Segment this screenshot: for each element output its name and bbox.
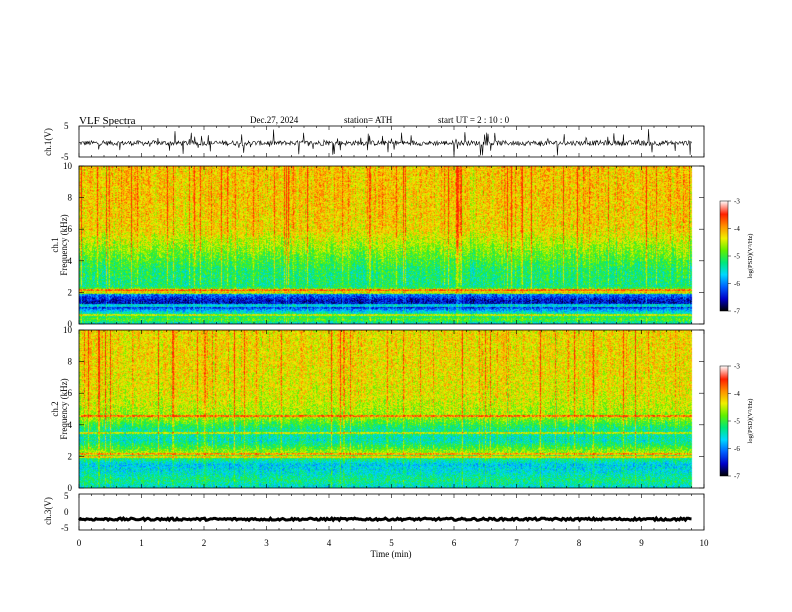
ch1-ytick-bottom: -5 [61, 152, 69, 162]
freq-tick-label: 6 [68, 388, 73, 398]
x-tick-label: 10 [700, 538, 710, 548]
colorbar-tick-label: -4 [734, 225, 740, 233]
ch2-freq-label-axis: Frequency (kHz) [59, 378, 69, 439]
colorbar-ch2: -3 -4 -5 -6 -7 log(PSD)(V²/Hz) [719, 363, 754, 481]
colorbar-tick-label: -3 [734, 363, 740, 371]
ch1-ylabel: ch.1(V) [43, 128, 53, 156]
freq-tick-label: 0 [68, 483, 73, 493]
colorbar-tick-label: -5 [734, 418, 740, 426]
x-tick-label: 6 [452, 538, 457, 548]
colorbar-tick-label: -5 [734, 253, 740, 261]
freq-tick-label: 0 [68, 319, 73, 329]
colorbar-tick-label: -7 [734, 473, 740, 481]
x-axis-tick-labels: 0 1 2 3 4 5 6 7 8 9 10 [77, 538, 709, 548]
ch2-freq-label-channel: ch.2 [50, 401, 60, 416]
colorbar-tick-label: -6 [734, 280, 740, 288]
colorbar-tick-label: -4 [734, 390, 740, 398]
ch3-ytick-mid: 0 [64, 507, 69, 517]
ch1-spectrogram-image [79, 166, 704, 324]
x-tick-label: 5 [389, 538, 394, 548]
chart-title: VLF Spectra [79, 115, 136, 127]
x-tick-label: 4 [327, 538, 332, 548]
freq-tick-label: 2 [68, 287, 73, 297]
x-tick-label: 7 [514, 538, 519, 548]
ch1-spectrogram-panel: 0 2 4 6 8 10 ch.1 Frequency (kHz) [50, 161, 705, 329]
ch1-waveform-line [78, 129, 692, 156]
date-label: Dec.27, 2024 [250, 115, 299, 125]
freq-tick-label: 8 [68, 357, 73, 367]
ch1-ytick-top: 5 [64, 121, 69, 131]
x-tick-label: 9 [639, 538, 644, 548]
freq-tick-label: 4 [68, 420, 73, 430]
ch3-waveform-line [77, 515, 692, 523]
x-tick-label: 8 [577, 538, 582, 548]
freq-tick-label: 6 [68, 224, 73, 234]
colorbar-ch1: -3 -4 -5 -6 -7 log(PSD)(V²/Hz) [719, 198, 754, 316]
ch3-ytick-top: 5 [64, 491, 69, 501]
freq-tick-label: 4 [68, 256, 73, 266]
x-tick-label: 0 [77, 538, 82, 548]
freq-tick-label: 2 [68, 451, 73, 461]
freq-tick-label: 8 [68, 193, 73, 203]
ch1-waveform-panel: 5 -5 ch.1(V) [43, 121, 705, 162]
ch3-ylabel: ch.3(V) [43, 497, 53, 525]
ch3-waveform-panel: 5 0 -5 ch.3(V) [43, 491, 705, 533]
x-tick-label: 2 [202, 538, 207, 548]
freq-tick-label: 10 [63, 325, 73, 335]
freq-tick-label: 10 [63, 161, 73, 171]
ch2-spectrogram-panel: 0 2 4 6 8 10 ch.2 Frequency (kHz) [50, 325, 705, 493]
start-time-label: start UT = 2 : 10 : 0 [438, 115, 510, 125]
ch3-ytick-bottom: -5 [61, 523, 69, 533]
colorbar-ch1-label: log(PSD)(V²/Hz) [747, 234, 754, 279]
ch1-freq-label-axis: Frequency (kHz) [59, 214, 69, 275]
x-tick-label: 3 [264, 538, 269, 548]
x-axis-label: Time (min) [371, 549, 412, 559]
station-label: station= ATH [344, 115, 393, 125]
ch2-spectrogram-image [79, 330, 704, 488]
x-tick-label: 1 [139, 538, 144, 548]
colorbar-ch2-label: log(PSD)(V²/Hz) [747, 399, 754, 444]
colorbar-tick-label: -7 [734, 308, 740, 316]
colorbar-tick-label: -3 [734, 198, 740, 206]
ch1-freq-label-channel: ch.1 [50, 237, 60, 252]
colorbar-tick-label: -6 [734, 445, 740, 453]
